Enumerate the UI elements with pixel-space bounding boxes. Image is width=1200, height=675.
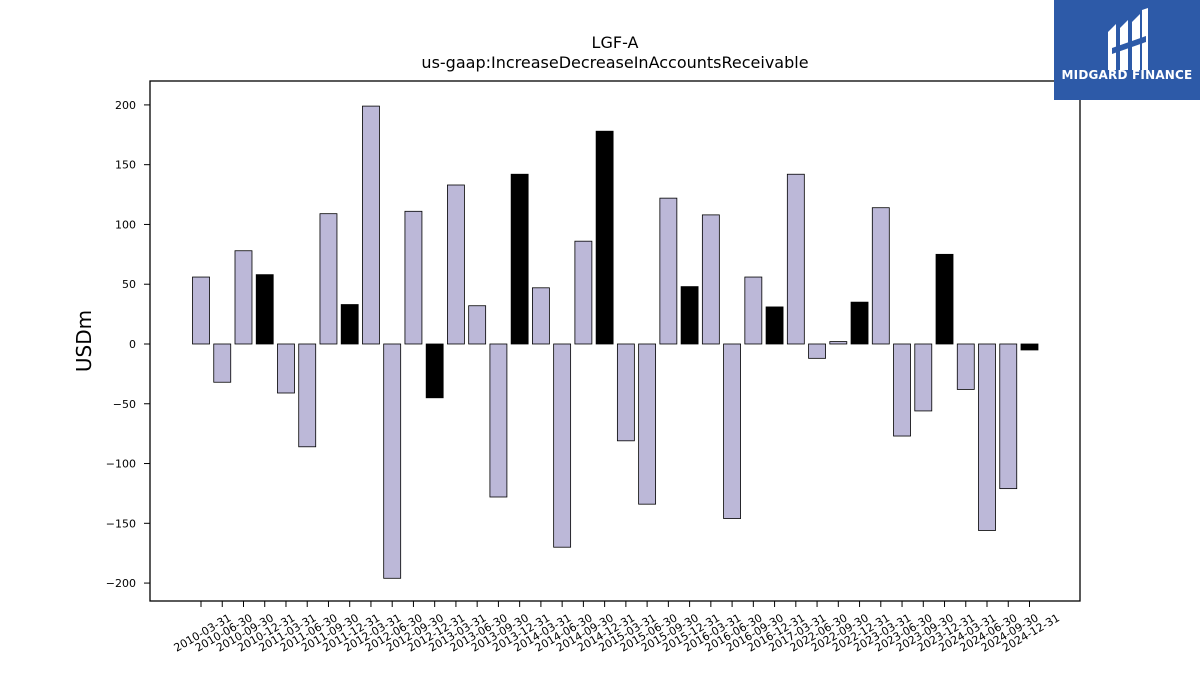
- bar: [786, 173, 805, 345]
- y-tick-label: 200: [115, 99, 136, 112]
- y-tick-label: 150: [115, 159, 136, 172]
- bar: [829, 341, 848, 345]
- brand-name: MIDGARD FINANCE: [1061, 68, 1193, 82]
- bar: [744, 276, 763, 345]
- y-tick-label: 50: [122, 278, 136, 291]
- bar: [616, 343, 635, 442]
- y-tick-label: −50: [113, 398, 136, 411]
- bar: [935, 253, 954, 345]
- bar: [680, 286, 699, 345]
- bar: [765, 306, 784, 345]
- y-axis-label: USDm: [72, 310, 96, 372]
- bar: [553, 343, 572, 548]
- y-axis: 200 150 100 50 0 −50 −100 −150 −200: [106, 99, 150, 590]
- bar: [213, 343, 232, 383]
- bar: [723, 343, 741, 519]
- y-tick-label: −100: [106, 458, 136, 471]
- bar: [808, 343, 826, 359]
- bar: [871, 207, 890, 345]
- bar: [362, 105, 380, 345]
- bar: [638, 343, 657, 505]
- y-tick-label: −200: [106, 577, 136, 590]
- plot-frame: [149, 80, 1081, 602]
- bar: [234, 250, 253, 345]
- bar: [956, 343, 975, 390]
- bar: [192, 276, 210, 345]
- bar: [914, 343, 933, 412]
- bar: [404, 210, 423, 345]
- midgard-logo-icon: [1108, 8, 1148, 70]
- bar: [319, 213, 338, 345]
- bar: [999, 343, 1018, 490]
- bars: [192, 105, 1039, 579]
- bar: [532, 287, 550, 345]
- bar: [255, 274, 274, 345]
- bar: [893, 343, 911, 437]
- bar: [340, 304, 359, 345]
- chart-subtitle: us-gaap:IncreaseDecreaseInAccountsReceiv…: [421, 53, 808, 72]
- bar: [447, 184, 465, 345]
- y-tick-label: −150: [106, 517, 136, 530]
- bar: [978, 343, 996, 531]
- bar: [277, 343, 295, 394]
- bar: [425, 343, 444, 399]
- bar: [701, 214, 720, 345]
- y-tick-label: 0: [129, 338, 136, 351]
- chart-title: LGF-A: [592, 33, 639, 52]
- bar: [489, 343, 508, 498]
- bar: [850, 301, 869, 345]
- bar: [298, 343, 317, 448]
- bar: [383, 343, 402, 579]
- bar: [468, 305, 487, 345]
- bar: [659, 197, 678, 345]
- bar: [595, 130, 614, 345]
- x-axis: 2010-03-312010-06-302010-09-302010-12-31…: [172, 601, 1062, 655]
- bar: [574, 240, 593, 345]
- bar: [1020, 343, 1039, 351]
- y-tick-label: 100: [115, 218, 136, 231]
- bar: [510, 173, 529, 345]
